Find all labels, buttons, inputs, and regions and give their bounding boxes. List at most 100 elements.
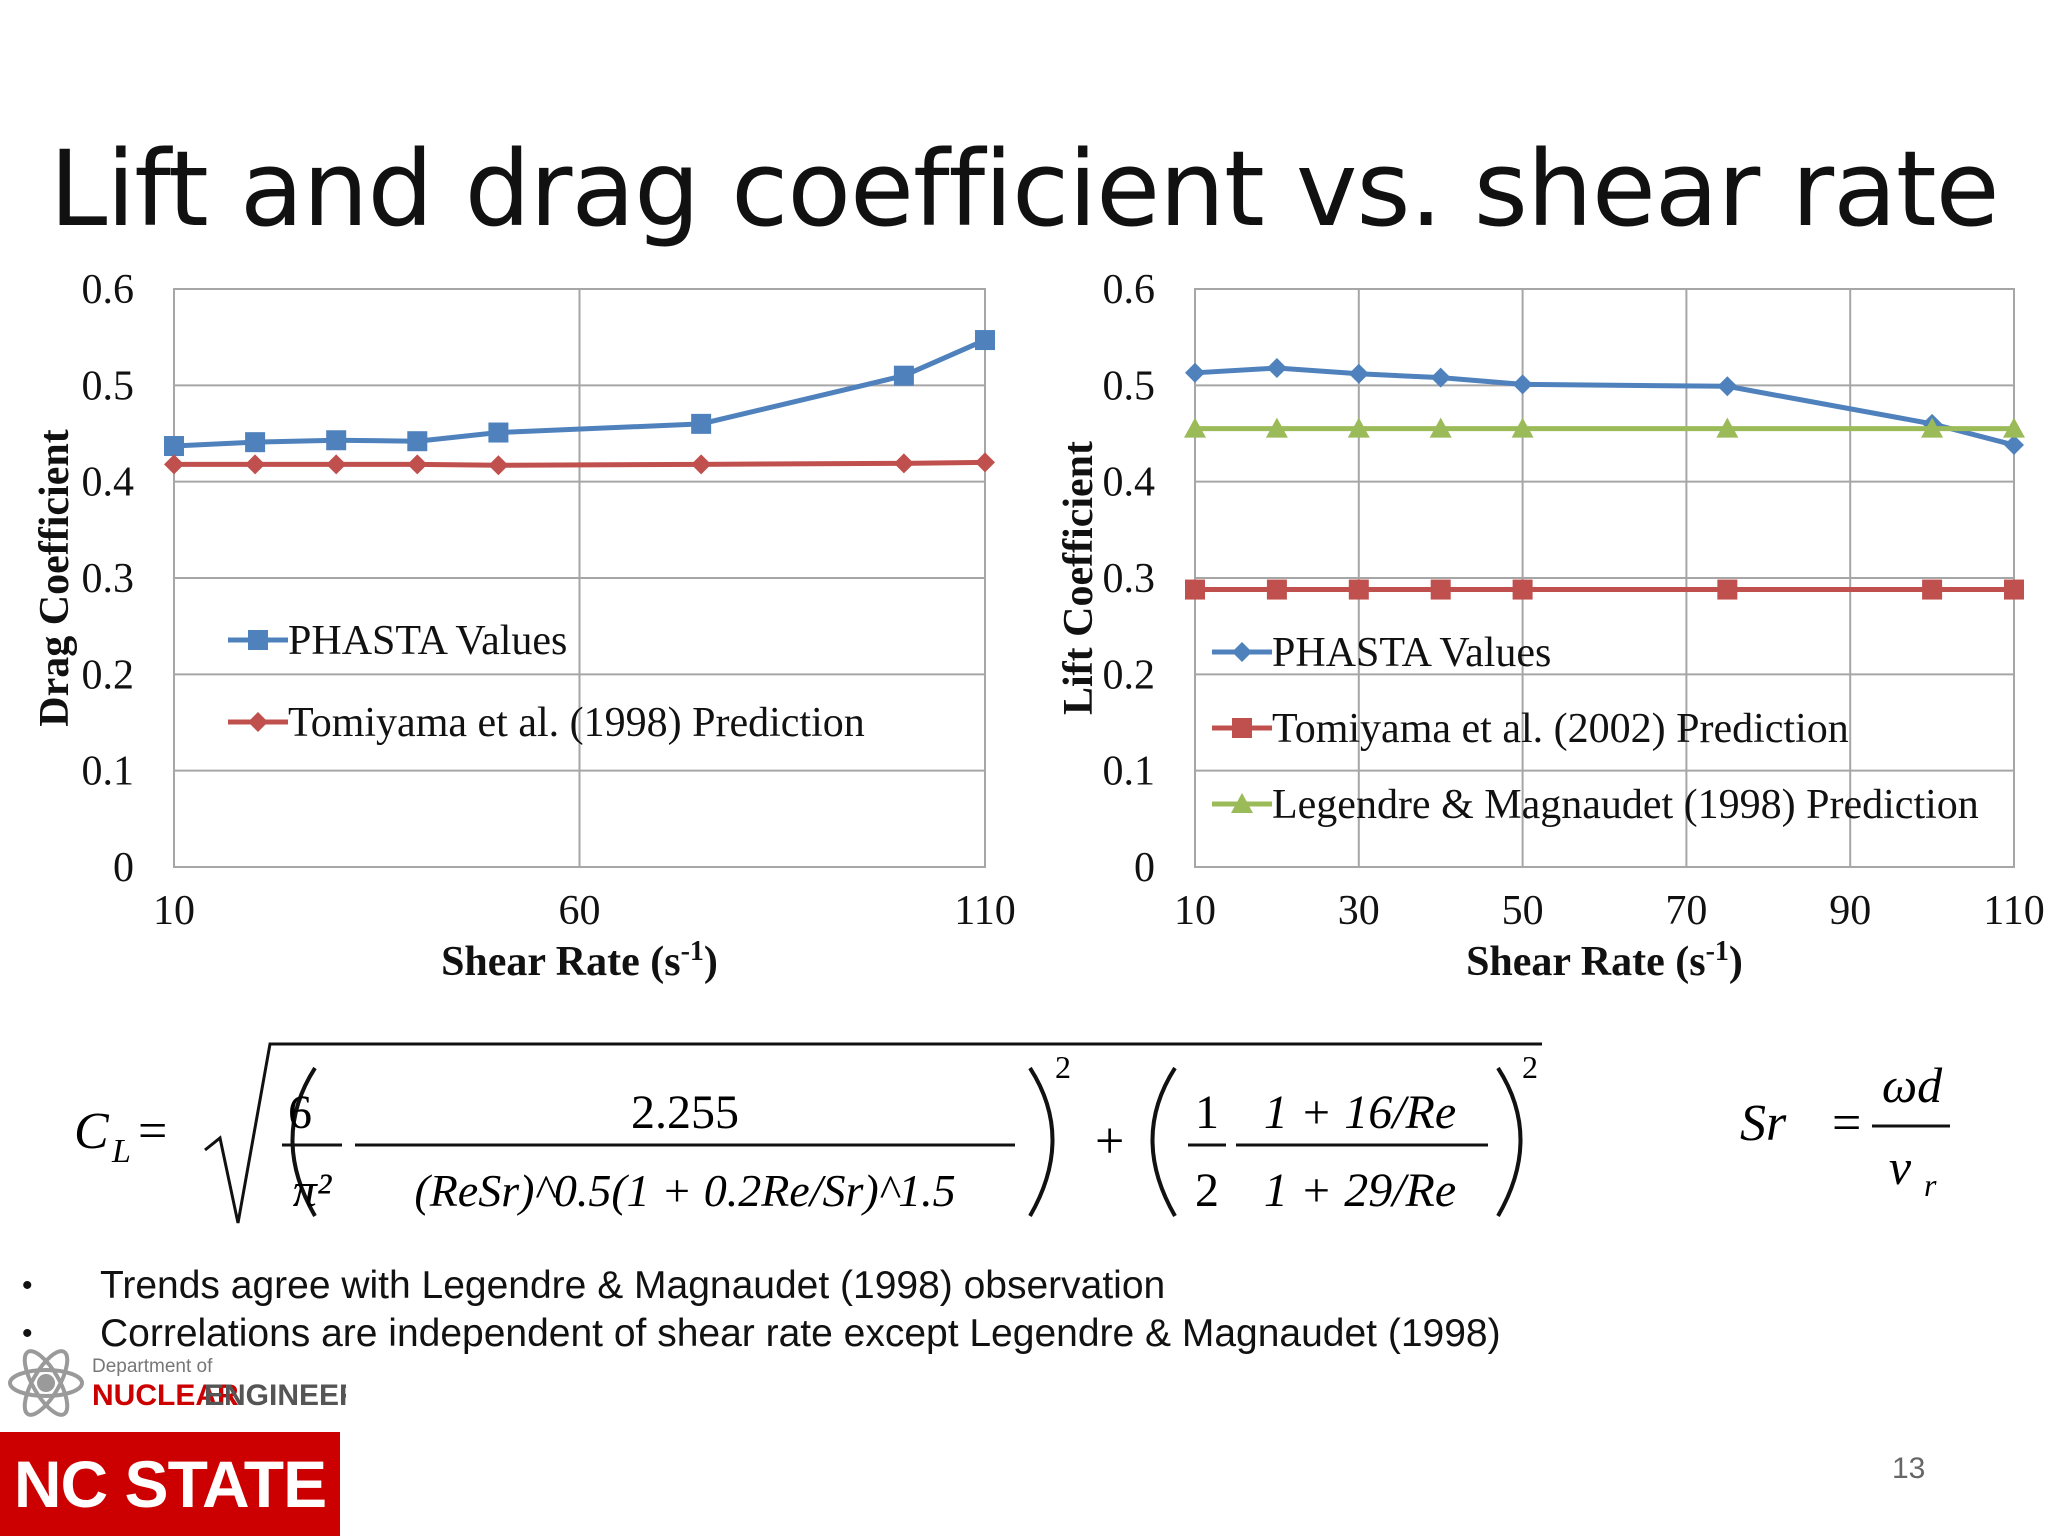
chart2-series-2-point bbox=[1922, 579, 1943, 600]
chart2-series-3-point bbox=[1511, 417, 1534, 438]
chart2-series-1-point bbox=[1512, 374, 1533, 395]
chart2-ytick-label: 0 bbox=[1134, 845, 1155, 891]
chart2-plot-frame bbox=[1194, 288, 2015, 868]
chart1-series-1-point bbox=[691, 413, 712, 434]
chart1-series-1-point bbox=[407, 431, 428, 452]
chart1-plot-frame bbox=[173, 288, 986, 868]
sr-denominator-sub: r bbox=[1924, 1167, 1937, 1203]
chart2-legend-label: PHASTA Values bbox=[1272, 630, 1551, 676]
chart2-xtick-label: 30 bbox=[1338, 888, 1380, 934]
lift-coefficient-formula: C L = 6 π² 2.255 (ReSr)^0.5(1 + 0.2Re/Sr… bbox=[70, 1038, 1570, 1238]
chart2-series-1-point bbox=[1348, 363, 1369, 384]
chart2-series-2-point bbox=[1185, 579, 1205, 600]
strouhal-formula: Sr = ωd v r bbox=[1740, 1050, 2000, 1210]
chart1-ytick-label: 0 bbox=[113, 845, 134, 891]
term2-num-right: 1 + 16/Re bbox=[1264, 1086, 1456, 1139]
term1-num-left: 6 bbox=[288, 1086, 312, 1139]
chart2-ylabel: Lift Coefficient bbox=[1056, 441, 1102, 715]
chart2-ytick-label: 0.4 bbox=[1103, 460, 1156, 506]
formula-lhs: C bbox=[74, 1103, 110, 1160]
chart2-ytick-label: 0.5 bbox=[1103, 363, 1156, 409]
chart1-ytick-label: 0.6 bbox=[82, 267, 135, 313]
chart2-xtick-label: 50 bbox=[1502, 888, 1544, 934]
chart2-series-2-point bbox=[1717, 579, 1738, 600]
chart2-series-3-point bbox=[1716, 417, 1739, 438]
bullet-list: • Trends agree with Legendre & Magnaudet… bbox=[22, 1262, 1501, 1358]
chart2-series-2-point bbox=[2004, 579, 2024, 600]
chart1-ytick-label: 0.2 bbox=[82, 652, 135, 698]
chart1-series-2-point bbox=[164, 454, 184, 475]
chart2-series-3-point bbox=[2003, 417, 2025, 438]
term2-exponent: 2 bbox=[1522, 1049, 1538, 1085]
chart1-legend-marker bbox=[248, 712, 268, 732]
chart2-ytick-label: 0.1 bbox=[1103, 749, 1156, 795]
paren-close-2 bbox=[1496, 1066, 1523, 1217]
chart2-series-1-line bbox=[1194, 365, 2015, 448]
chart2-xtick-label: 90 bbox=[1829, 888, 1871, 934]
chart1-series-2-point bbox=[488, 455, 509, 476]
chart2-series-2-point bbox=[1512, 579, 1533, 600]
chart2-legend-label: Legendre & Magnaudet (1998) Prediction bbox=[1272, 782, 1979, 828]
chart1-series-1-point bbox=[488, 422, 509, 443]
chart2-ytick-label: 0.2 bbox=[1103, 652, 1156, 698]
sr-equals: = bbox=[1832, 1095, 1861, 1152]
chart2-series-2-point bbox=[1266, 579, 1287, 600]
paren-close-1 bbox=[1028, 1066, 1055, 1217]
sr-denominator: v bbox=[1889, 1139, 1912, 1195]
chart1-series-1-point bbox=[326, 430, 347, 451]
chart1-legend-label: PHASTA Values bbox=[288, 618, 567, 664]
chart1-series-2-point bbox=[893, 453, 914, 474]
dept-line2-engineering: ENGINEERING bbox=[204, 1379, 346, 1412]
chart2-series-2-point bbox=[1430, 579, 1451, 600]
chart2-legend-marker bbox=[1231, 793, 1253, 813]
sr-lhs: Sr bbox=[1740, 1095, 1787, 1152]
chart2-legend-marker bbox=[1232, 642, 1252, 662]
sr-numerator: ωd bbox=[1882, 1057, 1943, 1113]
term1-num-right: 2.255 bbox=[631, 1086, 739, 1139]
chart1-xlabel: Shear Rate (s-1) bbox=[441, 936, 718, 986]
chart1-series-1-line bbox=[173, 337, 987, 449]
chart2-xtick-label: 70 bbox=[1665, 888, 1707, 934]
bullet-item: • Correlations are independent of shear … bbox=[22, 1312, 1501, 1355]
bullet-icon: • bbox=[22, 1317, 33, 1350]
chart1-series-1-point bbox=[975, 330, 995, 351]
bullet-icon: • bbox=[22, 1269, 33, 1302]
radical-sign bbox=[204, 1042, 1542, 1224]
chart1-legend-label: Tomiyama et al. (1998) Prediction bbox=[288, 700, 865, 746]
chart2-legend-label: Tomiyama et al. (2002) Prediction bbox=[1272, 706, 1849, 752]
chart2-ytick-label: 0.6 bbox=[1103, 267, 1156, 313]
chart1-series-2-point bbox=[326, 454, 347, 475]
chart1-series-2-point bbox=[975, 452, 995, 473]
term2-den-left: 2 bbox=[1195, 1164, 1219, 1217]
chart1-series-2-line bbox=[174, 459, 986, 468]
department-logo: Department of NUCLEAR ENGINEERING bbox=[6, 1338, 414, 1433]
formula-plus: + bbox=[1095, 1113, 1124, 1170]
formula-lhs-sub: L bbox=[111, 1133, 131, 1170]
chart2-series-3-point bbox=[1347, 417, 1370, 438]
dept-line1: Department of bbox=[92, 1356, 213, 1377]
atom-icon bbox=[8, 1349, 84, 1417]
chart2-ytick-label: 0.3 bbox=[1103, 556, 1156, 602]
chart2-series-3-point bbox=[1184, 417, 1206, 438]
paren-open-1 bbox=[290, 1066, 317, 1217]
chart1-series-2-point bbox=[407, 454, 428, 475]
chart1-ytick-label: 0.5 bbox=[82, 363, 135, 409]
chart1-ytick-label: 0.4 bbox=[82, 460, 135, 506]
chart2-series-1-point bbox=[2004, 435, 2024, 456]
chart2-series-1-point bbox=[1266, 357, 1287, 378]
chart2-legend-marker bbox=[1232, 718, 1252, 738]
chart1-ytick-label: 0.1 bbox=[82, 749, 135, 795]
nc-state-logo: NC STATE bbox=[0, 1432, 340, 1536]
chart1-xtick-label: 60 bbox=[559, 888, 601, 934]
chart1-series-1-point bbox=[164, 436, 184, 457]
chart2-series-1-point bbox=[1430, 367, 1451, 388]
term1-den-left: π² bbox=[293, 1164, 333, 1217]
term1-den-right: (ReSr)^0.5(1 + 0.2Re/Sr)^1.5 bbox=[414, 1165, 955, 1216]
chart2-xlabel: Shear Rate (s-1) bbox=[1466, 936, 1743, 986]
dept-line2-nuclear: NUCLEAR bbox=[92, 1379, 239, 1412]
formula-equals: = bbox=[138, 1103, 167, 1160]
chart2-series-3-point bbox=[1429, 417, 1452, 438]
chart2-series-3-point bbox=[1921, 417, 1944, 438]
chart2-xtick-label: 10 bbox=[1174, 888, 1216, 934]
